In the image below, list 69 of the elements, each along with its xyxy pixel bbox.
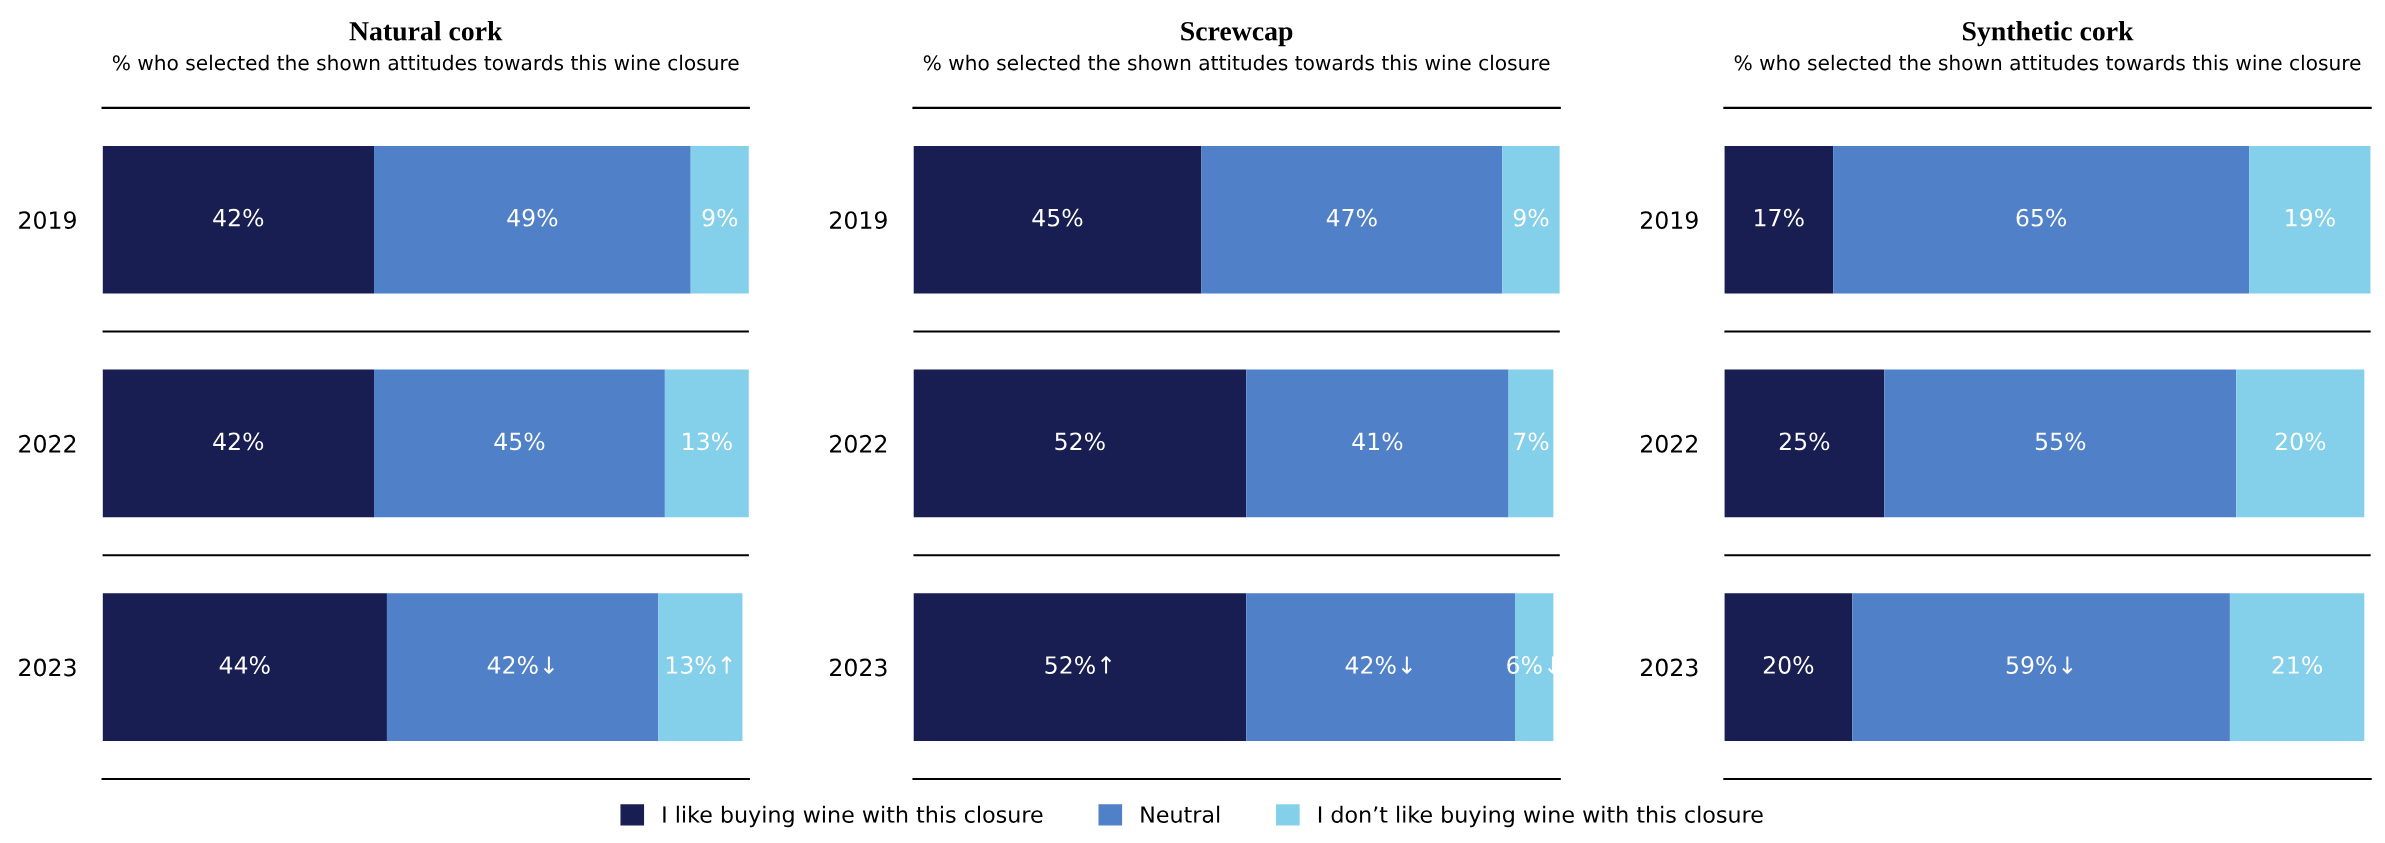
bar [386, 593, 659, 741]
data-label: 49% [507, 208, 558, 227]
y-tick-label: 2019 [830, 211, 887, 230]
bar [1884, 369, 2237, 518]
data-label: 65% [2016, 208, 2067, 227]
y-tick-label: 2022 [19, 434, 76, 453]
bar [1724, 369, 1885, 518]
legend-label: I don’t like buying wine with this closure [1318, 805, 1763, 828]
data-label: 9% [1513, 208, 1549, 227]
data-label: 13%↑ [666, 656, 732, 674]
data-label: 52%↑ [1045, 656, 1112, 674]
bar [913, 369, 1247, 518]
chart-title: Synthetic cork [1962, 21, 2134, 47]
legend-label: Neutral [1141, 805, 1220, 823]
bar [1724, 145, 1834, 294]
bar [2236, 369, 2365, 518]
data-label: 19% [2286, 208, 2335, 227]
bar [1724, 593, 1853, 741]
y-tick-label: 2023 [19, 658, 76, 677]
data-label: 17% [1755, 208, 1804, 227]
y-tick-label: 2022 [830, 434, 887, 453]
y-tick-label: 2023 [1640, 658, 1698, 677]
bar [664, 369, 749, 518]
data-label: 20% [2275, 432, 2326, 451]
legend-label: I like buying wine with this closure [663, 805, 1043, 828]
bar [913, 593, 1247, 741]
chart-subtitle: % who selected the shown attitudes towards this wine closure [1734, 54, 2361, 71]
data-label: 42%↓ [487, 656, 554, 674]
data-label: 55% [2035, 432, 2086, 451]
data-label: 9% [702, 208, 738, 227]
data-label: 47% [1326, 208, 1377, 227]
data-label: 42%↓ [1345, 656, 1412, 674]
bar [1201, 145, 1503, 294]
data-label: 13% [683, 432, 732, 451]
chart-subtitle: % who selected the shown attitudes towards this wine closure [923, 54, 1550, 71]
bar [658, 593, 743, 741]
bar [1508, 369, 1554, 518]
bar [1833, 145, 2250, 294]
data-label: 42% [213, 432, 264, 451]
y-tick-label: 2023 [830, 658, 887, 677]
data-label: 41% [1352, 432, 1403, 451]
chart-subtitle: % who selected the shown attitudes towards this wine closure [112, 54, 739, 71]
data-label: 7% [1514, 432, 1549, 451]
data-label: 42% [213, 208, 264, 227]
y-tick-label: 2022 [1640, 434, 1697, 453]
data-label: 21% [2272, 656, 2323, 674]
bar [102, 593, 387, 741]
bar [2249, 145, 2371, 294]
bar [1246, 369, 1509, 518]
chart-title: Natural cork [349, 21, 503, 41]
y-tick-label: 2019 [19, 211, 76, 230]
data-label: 52% [1055, 432, 1105, 451]
bar [374, 145, 691, 294]
bar [102, 145, 375, 294]
bar [374, 369, 665, 518]
bar [690, 145, 749, 294]
data-label: 20% [1763, 656, 1814, 674]
chart-title: Screwcap [1181, 21, 1293, 47]
bar [2229, 593, 2365, 741]
bar [1852, 593, 2230, 741]
data-label: 44% [219, 656, 270, 674]
bar [102, 369, 375, 518]
bar [913, 145, 1202, 294]
data-label: 45% [1032, 208, 1083, 227]
y-tick-label: 2019 [1640, 211, 1698, 230]
data-label: 45% [494, 432, 545, 451]
bar [1502, 145, 1560, 294]
data-label: 25% [1779, 432, 1830, 451]
data-label: 59%↓ [2006, 656, 2073, 674]
